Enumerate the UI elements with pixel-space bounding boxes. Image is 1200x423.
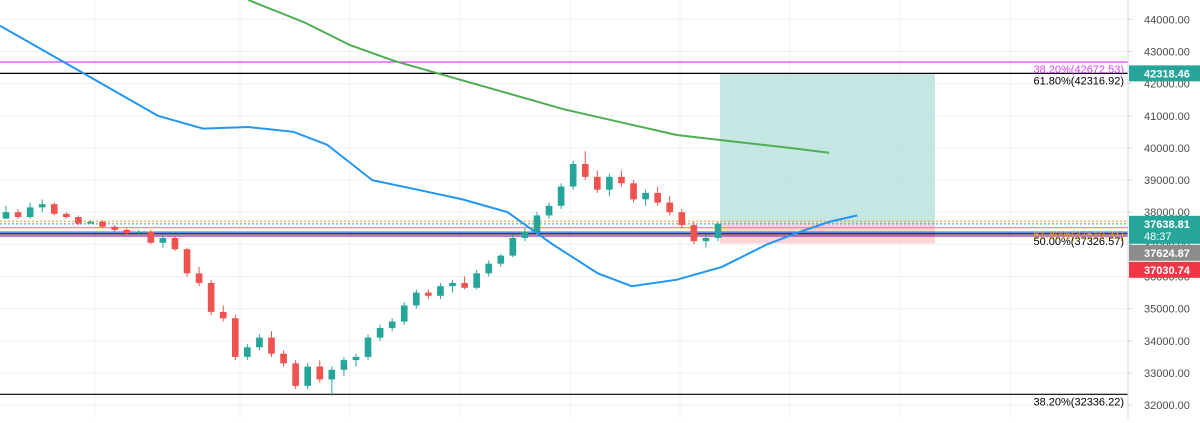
candle-body <box>364 337 372 357</box>
candle-body <box>340 360 348 370</box>
price-badge <box>1129 65 1200 82</box>
axis-tick-label: 32000.00 <box>1144 400 1190 412</box>
candle-body <box>569 163 577 187</box>
axis-tick-label: 39000.00 <box>1144 175 1190 187</box>
candle-body <box>135 231 143 234</box>
candle-body <box>219 311 227 319</box>
ma-blue-line <box>0 24 858 288</box>
candle-body <box>376 327 384 338</box>
long-position-box[interactable] <box>720 73 935 244</box>
candle-body <box>147 231 155 243</box>
candle-body <box>14 212 22 218</box>
candle-body <box>292 363 299 386</box>
candle-body <box>594 176 601 190</box>
candle-body <box>352 356 360 361</box>
price-axis[interactable]: 44000.00 43000.00 42000.00 41000.00 40000.00… <box>1127 0 1200 418</box>
candle-body <box>159 237 167 243</box>
fib-labels: 38.20%(42672.53)61.80%(42316.92) 61.80%(3… <box>1033 64 1124 408</box>
candle-body <box>412 292 420 306</box>
candle-body <box>581 163 589 177</box>
horizontal-lines <box>0 61 1128 395</box>
candle-body <box>533 215 541 232</box>
candle-body <box>388 321 396 328</box>
candle-body <box>630 183 637 200</box>
candle-body <box>714 223 722 238</box>
grid <box>0 0 1128 418</box>
candle-body <box>231 318 239 357</box>
axis-tick-label: 33000.00 <box>1144 368 1190 380</box>
price-badge-label: 37624.87 <box>1144 248 1190 260</box>
candle-body <box>304 366 312 386</box>
candle-body <box>606 176 613 190</box>
ma-green-line <box>247 0 830 154</box>
moving-averages <box>0 0 858 288</box>
candle-body <box>123 229 130 234</box>
candle-body <box>545 205 553 216</box>
axis-tick-label: 43000.00 <box>1144 46 1190 58</box>
fib-level-label: 38.20%(42672.53) <box>1033 64 1124 76</box>
candle-body <box>702 237 710 242</box>
candle-body <box>654 192 661 203</box>
price-badge <box>1129 215 1200 244</box>
candle-body <box>75 217 82 224</box>
candle-body <box>400 305 408 322</box>
candle-body <box>111 226 118 230</box>
candle-body <box>509 237 517 256</box>
candle-body <box>256 337 263 348</box>
candle-body <box>485 263 493 274</box>
candle-body <box>497 255 505 264</box>
price-badge-label: 37030.74 <box>1144 265 1191 277</box>
candle-body <box>26 207 34 218</box>
candle-body <box>666 202 674 213</box>
candle-body <box>557 186 565 206</box>
candle-body <box>642 192 649 200</box>
axis-tick-label: 34000.00 <box>1144 336 1190 348</box>
candle-body <box>280 353 287 364</box>
axis-tick-label: 35000.00 <box>1144 304 1190 316</box>
candle-body <box>461 282 468 288</box>
candle-body <box>328 369 336 380</box>
candle-body <box>690 225 698 242</box>
candle-body <box>63 213 70 218</box>
fib-level-label: 61.80%(37519.31) <box>1033 230 1124 242</box>
fib-level-label: 50.00%(37326.57) <box>1033 236 1124 248</box>
profit-zone <box>720 73 935 224</box>
candle-body <box>618 176 625 184</box>
price-badge <box>1129 244 1200 261</box>
candle-body <box>195 273 203 283</box>
candle-body <box>473 273 480 288</box>
candle-body <box>268 337 275 354</box>
candle-body <box>678 212 686 226</box>
fib-level-label: 38.20%(32336.22) <box>1033 396 1124 408</box>
candle-body <box>183 249 191 274</box>
candle-body <box>437 286 444 296</box>
price-badge-label: 42318.46 <box>1144 68 1190 80</box>
candlesticks <box>2 151 722 396</box>
axis-tick-label: 41000.00 <box>1144 111 1190 123</box>
candle-body <box>2 212 10 219</box>
axis-tick-label: 40000.00 <box>1144 143 1190 155</box>
price-badge <box>1129 261 1200 278</box>
candle-body <box>449 282 456 287</box>
candle-body <box>87 221 94 224</box>
price-badge-countdown: 48:37 <box>1144 231 1172 243</box>
candle-body <box>244 347 251 357</box>
axis-tick-label: 42000.00 <box>1144 79 1190 91</box>
candle-body <box>425 292 432 296</box>
candle-body <box>171 237 179 250</box>
candle-body <box>99 221 106 227</box>
candle-body <box>207 282 215 312</box>
axis-tick-label: 44000.00 <box>1144 14 1190 26</box>
candle-body <box>38 204 46 208</box>
candle-body <box>50 204 58 214</box>
candle-body <box>316 366 324 380</box>
price-badge-label: 37638.81 <box>1144 219 1190 231</box>
candle-body <box>521 231 529 238</box>
fib-level-label: 61.80%(42316.92) <box>1033 75 1124 87</box>
